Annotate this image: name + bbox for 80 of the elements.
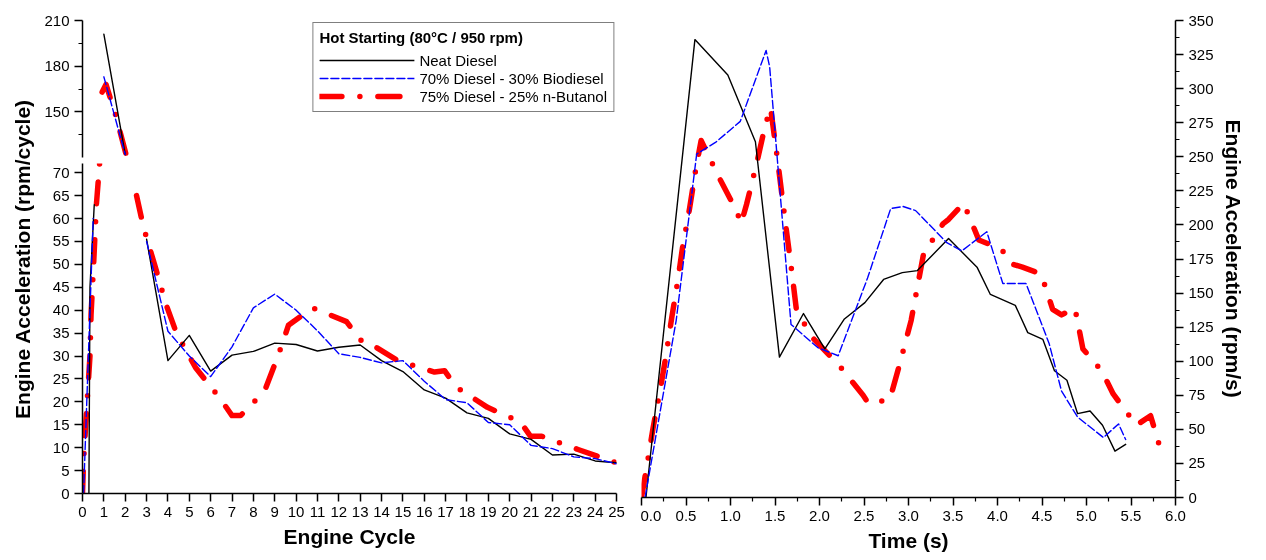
- x-tick-label: 14: [373, 502, 390, 520]
- legend-title: Hot Starting (80°C / 950 rpm): [319, 29, 524, 46]
- x-tick-label: 3.5: [942, 506, 964, 524]
- y-tick-label: 45: [52, 278, 70, 296]
- y-tick-label: 5: [61, 461, 70, 479]
- y-axis-title: Engine Acceleration (rpm/cycle): [11, 99, 34, 419]
- x-tick-label: 8: [249, 502, 258, 520]
- y-tick-label: 15: [52, 415, 70, 433]
- x-tick-label: 12: [330, 502, 348, 520]
- y2-tick-label: 50: [1188, 420, 1206, 438]
- x-tick-label: 11: [309, 502, 326, 520]
- y2-tick-label: 275: [1188, 113, 1214, 131]
- y-tick-label: 35: [52, 324, 70, 342]
- y-tick-label: 10: [52, 438, 70, 456]
- y-tick-label: 20: [52, 392, 70, 410]
- y-tick-label: 50: [52, 255, 70, 273]
- x-tick-label: 1.5: [764, 506, 786, 524]
- y2-tick-label: 25: [1188, 454, 1206, 472]
- x-tick-label: 16: [415, 502, 433, 520]
- x-tick-label: 13: [351, 502, 369, 520]
- x-tick-label: 18: [458, 502, 476, 520]
- x-tick-label: 10: [287, 502, 305, 520]
- x-tick-label: 4: [163, 502, 173, 520]
- y-tick-label: 60: [52, 209, 70, 227]
- x-tick-label: 2.0: [809, 506, 830, 524]
- x-tick-label: 22: [544, 502, 561, 520]
- y2-tick-label: 200: [1188, 215, 1214, 233]
- x-tick-label: 20: [501, 502, 519, 520]
- y-tick-label: 70: [52, 163, 70, 181]
- x-tick-label: 0: [78, 502, 87, 520]
- y-tick-label: 25: [52, 369, 70, 387]
- x-tick-label: 21: [522, 502, 540, 520]
- y2-tick-label: 250: [1188, 147, 1214, 165]
- x-tick-label: 25: [608, 502, 625, 520]
- y2-tick-label: 225: [1188, 181, 1214, 199]
- x-tick-label: 6: [206, 502, 215, 520]
- x-tick-label: 4.5: [1031, 506, 1053, 524]
- x-tick-label: 9: [270, 502, 279, 520]
- x-tick-label: 5.5: [1120, 506, 1142, 524]
- x-axis-title: Time (s): [868, 528, 949, 552]
- y-tick-label: 40: [52, 301, 70, 319]
- y-tick-label: 150: [44, 102, 70, 120]
- text: 70% Diesel - 30% Biodiesel: [419, 69, 604, 87]
- y2-tick-label: 325: [1188, 45, 1214, 63]
- y2-tick-label: 300: [1188, 79, 1214, 97]
- y2-tick-label: 125: [1188, 318, 1214, 336]
- y2-tick-label: 150: [1188, 284, 1214, 302]
- x-tick-label: 23: [565, 502, 583, 520]
- x-tick-label: 2.5: [853, 506, 875, 524]
- x-tick-label: 5.0: [1076, 506, 1097, 524]
- x-tick-label: 0.0: [640, 506, 662, 524]
- y-tick-label: 30: [52, 347, 70, 364]
- y2-tick-label: 75: [1188, 386, 1206, 404]
- y-tick-label: 210: [44, 11, 70, 29]
- x-tick-label: 1.0: [720, 506, 741, 524]
- x-tick-label: 4.0: [987, 506, 1008, 524]
- text: 75% Diesel - 25% n-Butanol: [419, 87, 607, 105]
- x-tick-label: 6.0: [1165, 506, 1186, 524]
- y2-tick-label: 350: [1188, 11, 1214, 29]
- x-tick-label: 19: [480, 502, 497, 520]
- y2-tick-label: 100: [1188, 352, 1214, 370]
- y-tick-label: 65: [52, 186, 70, 204]
- y-tick-label: 0: [61, 484, 70, 502]
- y2-tick-label: 0: [1188, 488, 1197, 506]
- y2-axis-title: Engine Acceleration (rpm/s): [1221, 119, 1245, 398]
- x-tick-label: 17: [437, 502, 454, 520]
- y-tick-label: 55: [52, 232, 70, 250]
- x-tick-label: 7: [227, 502, 237, 520]
- text: Neat Diesel: [419, 51, 497, 69]
- x-tick-label: 5: [185, 502, 194, 520]
- x-tick-label: 15: [394, 502, 412, 520]
- x-axis-title: Engine Cycle: [283, 524, 416, 548]
- x-tick-label: 3: [142, 502, 151, 520]
- x-tick-label: 1: [99, 502, 109, 520]
- y2-tick-label: 175: [1188, 250, 1214, 267]
- y-tick-label: 180: [44, 57, 70, 75]
- x-tick-label: 2: [121, 502, 130, 520]
- x-tick-label: 0.5: [675, 506, 697, 524]
- x-tick-label: 3.0: [898, 506, 919, 524]
- x-tick-label: 24: [586, 502, 604, 520]
